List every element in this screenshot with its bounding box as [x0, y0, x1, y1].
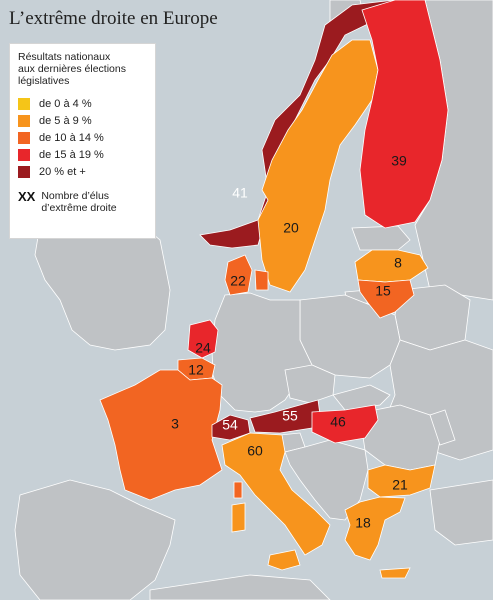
legend-row-0: de 0 à 4 %: [18, 95, 147, 112]
label-hungary: 46: [330, 414, 346, 430]
legend-row-1: de 5 à 9 %: [18, 112, 147, 129]
island-sardinia: [231, 502, 246, 533]
label-norway: 41: [232, 185, 248, 201]
legend-label-0: de 0 à 4 %: [39, 97, 92, 110]
legend-row-2: de 10 à 14 %: [18, 129, 147, 146]
legend-row-3: de 15 à 19 %: [18, 146, 147, 163]
label-italy: 60: [247, 443, 263, 459]
label-france: 3: [171, 416, 179, 432]
country-lithuania: [357, 279, 415, 319]
country-italy: [221, 432, 331, 556]
label-denmark: 22: [230, 273, 246, 289]
country-denmark: [224, 254, 269, 296]
label-netherlands: 24: [195, 340, 211, 356]
land-iberia: [14, 479, 176, 600]
legend-swatch-2: [18, 131, 30, 144]
country-bulgaria: [367, 464, 436, 498]
legend-row-4: 20 % et +: [18, 163, 147, 180]
country-france: [99, 369, 223, 501]
legend-symbol-row: XX Nombre d’élus d’extrême droite: [18, 190, 147, 214]
country-hungary: [311, 404, 379, 444]
legend-label-2: de 10 à 14 %: [39, 131, 104, 144]
countries-coloured: [99, 0, 449, 579]
land-slovakia: [332, 384, 391, 411]
legend-label-4: 20 % et +: [39, 165, 86, 178]
label-bulgaria: 21: [392, 477, 408, 493]
legend-swatch-1: [18, 114, 30, 127]
label-sweden: 20: [283, 220, 299, 236]
legend-swatch-0: [18, 97, 30, 110]
legend-title: Résultats nationaux aux dernières électi…: [18, 51, 126, 87]
legend-swatch-3: [18, 148, 30, 161]
legend-symbol-label: Nombre d’élus d’extrême droite: [41, 190, 117, 214]
legend: Résultats nationaux aux dernières électi…: [9, 43, 156, 239]
label-finland: 39: [391, 153, 407, 169]
legend-symbol: XX: [18, 189, 36, 204]
legend-label-1: de 5 à 9 %: [39, 114, 92, 127]
label-latvia: 8: [394, 255, 402, 271]
country-greece: [344, 496, 411, 579]
island-corsica: [233, 481, 243, 499]
label-switzerland: 54: [222, 417, 238, 433]
label-belgium: 12: [188, 362, 204, 378]
land-estonia: [351, 225, 411, 251]
country-finland: [359, 0, 449, 229]
legend-swatch-4: [18, 165, 30, 178]
label-austria: 55: [282, 408, 298, 424]
island-sicily: [267, 549, 301, 571]
land-moldova: [429, 409, 456, 446]
land-turkey: [429, 479, 493, 546]
country-netherlands: [187, 319, 219, 359]
land-north-africa: [149, 574, 331, 600]
legend-label-3: de 15 à 19 %: [39, 148, 104, 161]
label-lithuania: 15: [375, 283, 391, 299]
country-labels: 41 20 39 8 15 22 24 12 3 54 55 46 60 21 …: [171, 153, 408, 531]
label-greece: 18: [355, 515, 371, 531]
map-title: L’extrême droite en Europe: [9, 8, 218, 29]
